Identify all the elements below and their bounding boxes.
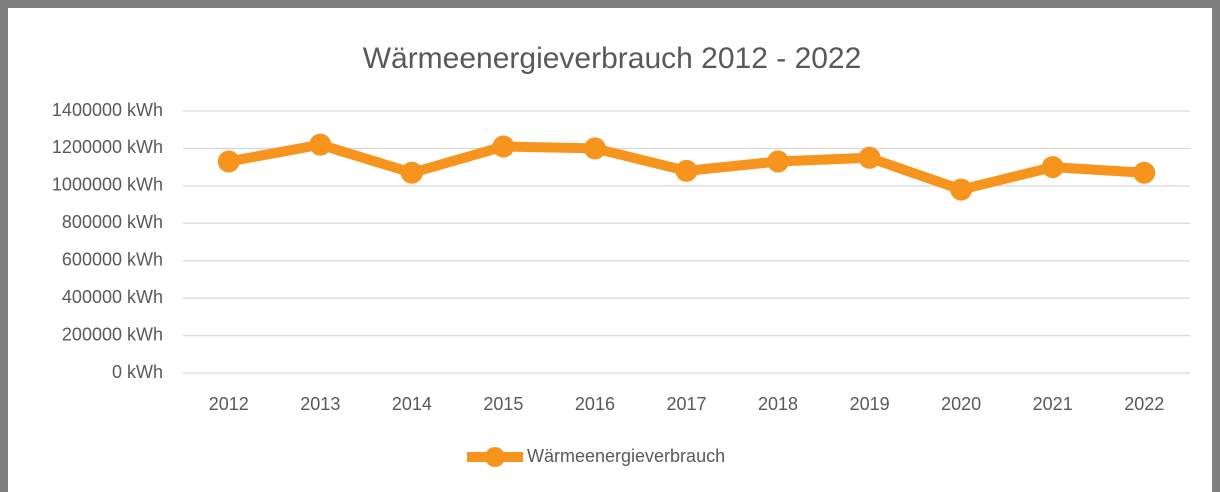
x-tick-label: 2015 bbox=[483, 394, 523, 414]
x-tick-label: 2017 bbox=[666, 394, 706, 414]
data-point bbox=[767, 150, 790, 173]
x-tick-label: 2020 bbox=[941, 394, 981, 414]
data-point bbox=[950, 178, 973, 201]
y-tick-label: 1200000 kWh bbox=[52, 137, 163, 157]
data-point bbox=[1041, 156, 1064, 179]
x-tick-label: 2018 bbox=[758, 394, 798, 414]
y-tick-label: 400000 kWh bbox=[62, 287, 163, 307]
x-tick-label: 2012 bbox=[209, 394, 249, 414]
y-tick-label: 1000000 kWh bbox=[52, 175, 163, 195]
legend-label: Wärmeenergieverbrauch bbox=[527, 446, 725, 466]
x-tick-label: 2019 bbox=[850, 394, 890, 414]
y-tick-label: 600000 kWh bbox=[62, 249, 163, 269]
data-point bbox=[492, 135, 515, 158]
x-tick-label: 2021 bbox=[1033, 394, 1073, 414]
data-point bbox=[1133, 161, 1156, 184]
data-point bbox=[858, 146, 881, 169]
y-tick-label: 1400000 kWh bbox=[52, 100, 163, 120]
data-point bbox=[400, 161, 423, 184]
x-tick-label: 2014 bbox=[392, 394, 432, 414]
data-point bbox=[217, 150, 240, 173]
x-tick-label: 2016 bbox=[575, 394, 615, 414]
data-point bbox=[583, 137, 606, 160]
y-tick-label: 0 kWh bbox=[112, 362, 163, 382]
y-tick-label: 200000 kWh bbox=[62, 324, 163, 344]
data-point bbox=[675, 159, 698, 182]
chart-title: Wärmeenergieverbrauch 2012 - 2022 bbox=[363, 42, 862, 75]
legend-marker bbox=[485, 447, 505, 467]
x-tick-label: 2022 bbox=[1124, 394, 1164, 414]
y-tick-label: 800000 kWh bbox=[62, 212, 163, 232]
x-tick-label: 2013 bbox=[300, 394, 340, 414]
data-point bbox=[309, 133, 332, 156]
